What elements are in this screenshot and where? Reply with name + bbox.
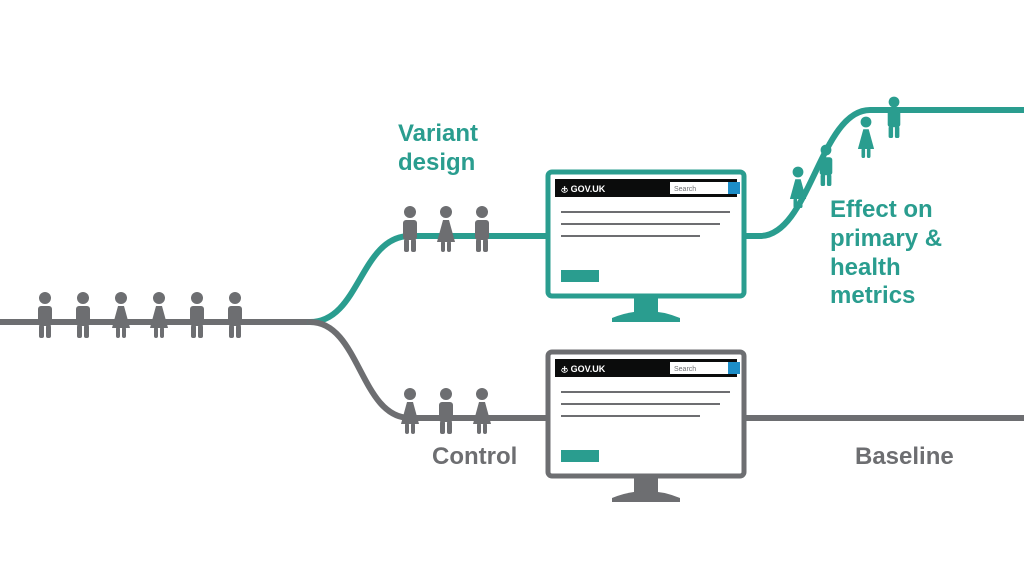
monitor-header-label: 🕁 GOV.UK [561, 364, 606, 374]
label-effect: Effect on primary & health metrics [830, 196, 990, 311]
monitor-control: 🕁 GOV.UK Search [548, 352, 744, 502]
label-variant: Variant design [398, 120, 538, 178]
search-label: Search [674, 186, 696, 193]
monitor-header-label: 🕁 GOV.UK [561, 184, 606, 194]
search-label: Search [674, 366, 696, 373]
label-baseline: Baseline [855, 443, 954, 472]
label-control: Control [432, 443, 517, 472]
people-initial [38, 292, 242, 338]
people-control [401, 388, 491, 434]
monitor-variant: 🕁 GOV.UK Search [548, 172, 744, 322]
people-variant [403, 206, 489, 252]
